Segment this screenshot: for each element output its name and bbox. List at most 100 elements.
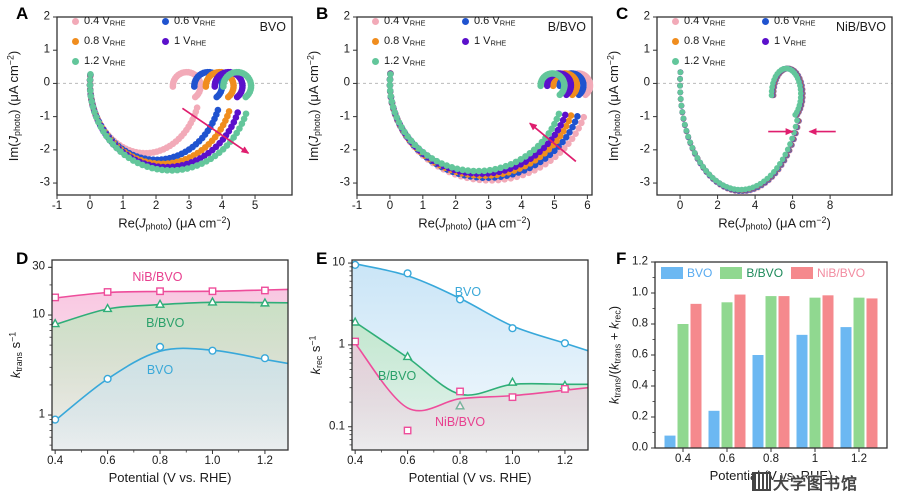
x-tick-D-1.2: 1.2	[256, 455, 273, 467]
bar-series-BVO	[664, 327, 852, 448]
x-tick-E-1.2: 1.2	[556, 455, 573, 467]
bar-series-BBVO	[677, 296, 865, 448]
legend-item-A-0: 0.4 VRHE	[72, 15, 125, 28]
sample-label-B: B/BVO	[547, 20, 586, 34]
y-tick-C-2: 2	[643, 10, 650, 23]
x-tick-A--1: -1	[51, 200, 63, 212]
x-tick-C-8: 8	[826, 200, 834, 212]
watermark-logo-icon	[752, 472, 771, 491]
panel-e-krec: E 0.4 0.6 0.8 1.0 1.2 0.1 1 10 Potential (V vs. R…	[300, 245, 600, 504]
ylabel-E: krec s−1	[307, 335, 324, 375]
bar-NiBBVO-0.4	[690, 303, 702, 448]
x-tick-C-2: 2	[714, 200, 721, 212]
xlabel-C: Re(Jphoto) (μA cm−2)	[718, 215, 831, 232]
x-tick-F-1.2: 1.2	[851, 453, 867, 465]
watermark-text: 大学图书馆	[773, 476, 859, 493]
panel-c-imps-nib-bvo: C 0 2 4 6 8 2 1 0 -1 -2 -3 Re(Jphoto) (μA cm−2) Im(Jp…	[600, 0, 900, 245]
ylabel-D: ktrans s−1	[7, 331, 24, 379]
series-label-E-BBVO: B/BVO	[377, 368, 417, 383]
panel-d-ktrans: D 0.4 0.6 0.8 1.0 1.2 1 10 30 Potential (V vs. RH…	[0, 245, 300, 504]
x-tick-B-1: 1	[419, 200, 427, 212]
legend-swatch-icon	[661, 267, 683, 279]
x-tick-E-0.4: 0.4	[347, 455, 364, 467]
y-tick-C-0: 0	[643, 76, 650, 89]
x-tick-F-0.4: 0.4	[675, 453, 691, 465]
legend-F: BVO B/BVO NiB/BVO	[661, 266, 869, 280]
legend-item-A-3: 0.6 VRHE	[162, 15, 215, 28]
series-A-12VRHE	[86, 68, 255, 174]
bar-BBVO-0.8	[765, 296, 777, 448]
legend-item-C-3: 0.6 VRHE	[762, 15, 815, 28]
legend-dot-icon	[672, 17, 679, 25]
legend-dot-icon	[372, 17, 379, 25]
plot-canvas	[48, 259, 289, 454]
y-tick-D-30: 30	[32, 260, 45, 273]
sample-label-C: NiB/BVO	[835, 20, 886, 34]
trend-arrow-A-0	[181, 107, 250, 154]
x-tick-B-0: 0	[386, 200, 394, 212]
legend-dot-icon	[72, 57, 79, 65]
series-label-D-BVO: BVO	[146, 362, 174, 377]
panel-letter-A: A	[16, 4, 29, 23]
legend-dot-icon	[162, 17, 169, 25]
bar-BBVO-1.2	[853, 297, 865, 448]
x-tick-B-3: 3	[485, 200, 492, 212]
legend-item-B-3: 0.6 VRHE	[462, 15, 515, 28]
series-A-04VRHE	[86, 68, 204, 157]
xlabel-E: Potential (V vs. RHE)	[408, 470, 532, 485]
panel-letter-E: E	[316, 249, 328, 268]
y-tick-C--3: -3	[639, 176, 650, 189]
y-tick-F-0.0: 0.0	[632, 441, 648, 454]
x-tick-E-0.8: 0.8	[452, 455, 469, 467]
ylabel-F: ktrans/(ktrans + krec)	[606, 305, 623, 405]
x-tick-B-4: 4	[518, 200, 525, 212]
x-tick-E-1.0: 1.0	[504, 455, 521, 467]
panel-letter-F: F	[616, 249, 627, 268]
legend-swatch-icon	[720, 267, 743, 279]
y-tick-B--2: -2	[339, 143, 350, 156]
plot-canvas	[53, 16, 293, 199]
legend-dot-icon	[672, 37, 679, 45]
bar-BVO-0.4	[664, 435, 676, 448]
series-label-D-NiBBVO: NiB/BVO	[132, 269, 183, 284]
series-label-E-BVO: BVO	[454, 284, 482, 299]
x-tick-F-0.6: 0.6	[719, 453, 735, 465]
legend-dot-icon	[162, 37, 169, 45]
xlabel-D: Potential (V vs. RHE)	[108, 470, 232, 485]
bar-NiBBVO-1	[822, 295, 834, 448]
x-tick-A-2: 2	[152, 200, 160, 212]
x-tick-D-0.8: 0.8	[152, 455, 169, 467]
legend-item-A-4: 1 VRHE	[162, 35, 206, 48]
y-tick-A--3: -3	[39, 176, 50, 189]
xlabel-A: Re(Jphoto) (μA cm−2)	[118, 215, 231, 232]
x-tick-E-0.6: 0.6	[399, 455, 416, 467]
legend-item-B-4: 1 VRHE	[462, 35, 506, 48]
x-tick-A-5: 5	[251, 200, 259, 212]
legend-item-B-0: 0.4 VRHE	[372, 15, 425, 28]
series-C-1VRHE	[677, 65, 805, 193]
y-tick-A--2: -2	[39, 143, 50, 156]
legend-item-C-0: 0.4 VRHE	[672, 15, 725, 28]
legend-dot-icon	[762, 37, 769, 45]
legend-dot-icon	[372, 57, 379, 65]
bar-NiBBVO-1.2	[866, 298, 878, 448]
legend-item-A-1: 0.8 VRHE	[72, 35, 125, 48]
panel-b-imps-b-bvo: B -1 0 1 2 3 4 5 6 2 1 0 -1 -2 -3 Re(Jphoto) (μA cm−2) I…	[300, 0, 600, 245]
x-tick-D-0.6: 0.6	[99, 455, 116, 467]
y-tick-F-0.4: 0.4	[632, 379, 648, 392]
legend-item-A-2: 1.2 VRHE	[72, 55, 125, 68]
x-tick-F-0.8: 0.8	[763, 453, 779, 465]
legend-item-C-1: 0.8 VRHE	[672, 35, 725, 48]
ylabel-A: Im(Jphoto) (μA cm−2)	[5, 50, 22, 162]
x-tick-D-1.0: 1.0	[204, 455, 221, 467]
panel-letter-D: D	[16, 249, 29, 268]
library-watermark: 大学图书馆	[752, 470, 858, 494]
series-B-12VRHE	[386, 70, 568, 175]
bar-BBVO-0.4	[677, 324, 689, 448]
bar-BVO-0.6	[708, 410, 720, 448]
legend-swatch-icon	[791, 267, 814, 279]
x-tick-B-5: 5	[551, 200, 558, 212]
panel-letter-B: B	[316, 4, 329, 23]
bar-BBVO-1	[809, 297, 821, 448]
